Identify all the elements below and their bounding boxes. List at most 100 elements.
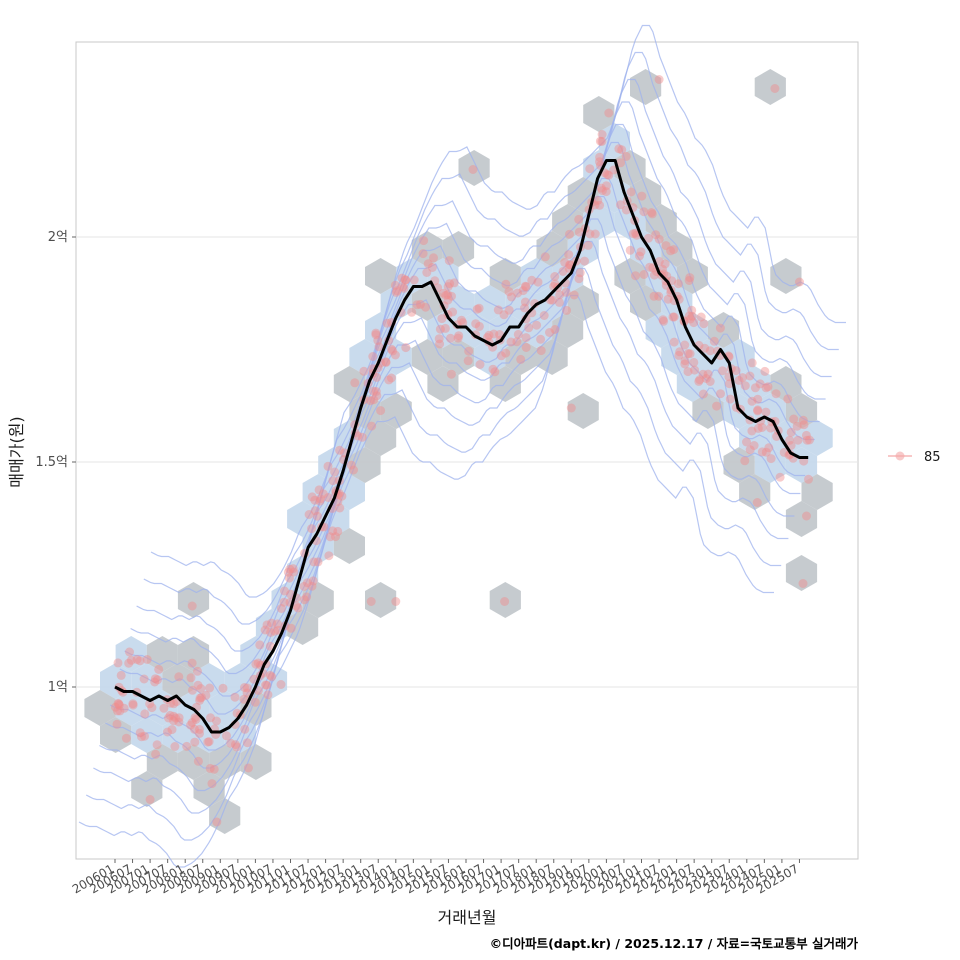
transaction-point: [119, 703, 129, 713]
transaction-point: [367, 421, 377, 431]
transaction-point: [614, 144, 624, 154]
transaction-point: [121, 733, 131, 743]
transaction-point: [128, 700, 138, 710]
hexbin-cell: [676, 366, 708, 402]
transaction-point: [506, 337, 516, 347]
transaction-point: [128, 699, 138, 709]
transaction-point: [703, 369, 713, 379]
transaction-point: [190, 724, 199, 734]
hexbin-cell: [224, 663, 256, 699]
hexbin-cell: [131, 663, 163, 699]
transaction-point: [712, 401, 722, 411]
transaction-point: [689, 318, 699, 328]
hexbin-cell: [240, 744, 272, 780]
hexbin-cell: [505, 339, 537, 375]
transaction-point: [114, 700, 124, 710]
transaction-point: [701, 374, 711, 383]
transaction-point: [658, 315, 668, 325]
transaction-point: [196, 684, 206, 693]
transaction-point: [205, 683, 215, 693]
transaction-point: [644, 233, 653, 243]
transaction-point: [649, 270, 659, 280]
transaction-point: [174, 672, 184, 682]
transaction-point: [135, 656, 145, 666]
transaction-point: [755, 379, 765, 389]
transaction-point: [369, 395, 379, 405]
transaction-point: [293, 603, 303, 613]
transaction-point: [328, 526, 338, 536]
transaction-point: [565, 229, 574, 239]
transaction-point: [286, 589, 296, 599]
hexbin-cell: [630, 285, 662, 321]
hexbin-cell: [84, 690, 116, 726]
transaction-point: [353, 431, 363, 441]
transaction-point: [331, 532, 340, 542]
transaction-point: [195, 695, 205, 705]
transaction-point: [195, 728, 204, 738]
transaction-point: [636, 247, 646, 257]
transaction-point: [372, 372, 382, 382]
transaction-point: [597, 130, 607, 139]
transaction-point: [766, 454, 776, 464]
transaction-point: [550, 272, 560, 281]
transaction-point: [190, 713, 200, 723]
transaction-point: [423, 259, 433, 269]
transaction-point: [325, 532, 335, 542]
transaction-point: [232, 742, 242, 752]
source-caption: ©디아파트(dapt.kr) / 2025.12.17 / 자료=국토교통부 실…: [490, 936, 859, 951]
transaction-point: [150, 674, 160, 684]
transaction-point: [132, 655, 142, 664]
transaction-point: [262, 620, 272, 630]
transaction-point: [195, 724, 204, 734]
transaction-point: [243, 763, 253, 773]
transaction-point: [163, 727, 172, 737]
transaction-point: [111, 702, 120, 712]
transaction-point: [283, 567, 293, 577]
transaction-point: [171, 713, 180, 723]
transaction-point: [315, 494, 325, 504]
transaction-point: [649, 291, 659, 301]
hexbin-cell: [177, 582, 210, 618]
transaction-point: [493, 305, 503, 315]
transaction-point: [695, 375, 705, 385]
transaction-point: [276, 604, 286, 613]
transaction-point: [738, 373, 747, 383]
hexbin-cell: [645, 312, 677, 348]
transaction-point: [660, 259, 670, 269]
transaction-point: [323, 493, 333, 502]
transaction-point: [391, 597, 401, 606]
hexbin-cell: [739, 366, 771, 402]
hexbin-cell: [489, 582, 521, 618]
hexbin-cell: [785, 501, 818, 537]
transaction-point: [683, 367, 693, 377]
transaction-point: [585, 164, 595, 174]
hexbin-cell: [287, 609, 319, 645]
transaction-point: [169, 711, 179, 721]
transaction-point: [203, 737, 213, 747]
transaction-point: [381, 357, 391, 367]
transaction-point: [289, 567, 299, 577]
transaction-point: [561, 287, 571, 297]
transaction-point: [804, 474, 813, 484]
transaction-point: [372, 391, 382, 401]
hexbin-cell: [567, 393, 599, 429]
transaction-point: [169, 716, 179, 726]
transaction-point: [680, 356, 690, 366]
density-contour: [99, 218, 795, 792]
transaction-point: [550, 325, 560, 334]
transaction-point: [569, 290, 579, 300]
density-contour: [119, 141, 815, 715]
transaction-point: [366, 597, 376, 606]
transaction-point: [785, 435, 795, 445]
transaction-point: [174, 717, 184, 727]
transaction-point: [474, 321, 484, 331]
hexbin-cell: [785, 393, 818, 429]
transaction-point: [705, 377, 715, 386]
transaction-point: [524, 323, 534, 333]
transaction-point: [596, 183, 606, 193]
transaction-point: [443, 290, 453, 300]
transaction-point: [115, 706, 125, 716]
transaction-point: [802, 435, 812, 445]
transaction-point: [188, 685, 197, 695]
transaction-point: [193, 666, 202, 676]
